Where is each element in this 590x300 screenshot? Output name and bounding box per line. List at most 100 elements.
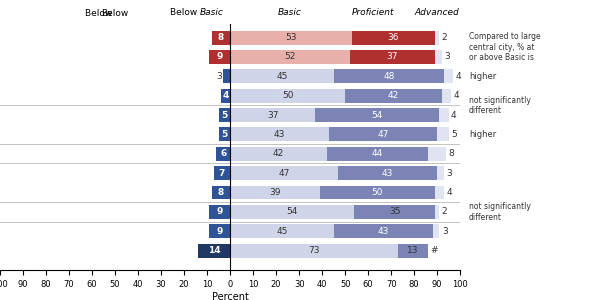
Text: not significantly
different: not significantly different bbox=[469, 202, 531, 222]
Bar bbox=[315, 108, 440, 122]
Bar bbox=[209, 205, 230, 219]
Bar bbox=[435, 185, 444, 200]
Text: 9: 9 bbox=[217, 52, 223, 62]
Bar bbox=[230, 185, 320, 200]
Bar bbox=[230, 31, 352, 44]
Bar bbox=[437, 166, 444, 180]
Bar bbox=[218, 128, 230, 141]
Bar bbox=[350, 50, 435, 64]
Bar bbox=[435, 31, 440, 44]
Text: 3: 3 bbox=[442, 227, 448, 236]
Bar bbox=[230, 224, 334, 238]
Text: 4: 4 bbox=[222, 91, 229, 100]
Text: 35: 35 bbox=[389, 207, 401, 216]
Bar bbox=[320, 185, 435, 200]
Bar bbox=[334, 69, 444, 83]
Bar bbox=[230, 69, 334, 83]
Text: 9: 9 bbox=[217, 227, 223, 236]
Bar bbox=[440, 108, 448, 122]
Text: 4: 4 bbox=[453, 91, 459, 100]
Text: 43: 43 bbox=[382, 169, 394, 178]
Text: 37: 37 bbox=[267, 110, 278, 119]
Text: 5: 5 bbox=[451, 130, 457, 139]
Bar bbox=[212, 31, 230, 44]
Text: 48: 48 bbox=[383, 72, 395, 81]
Text: 8: 8 bbox=[218, 33, 224, 42]
Bar bbox=[432, 224, 440, 238]
Text: higher: higher bbox=[469, 72, 496, 81]
Text: 52: 52 bbox=[284, 52, 296, 62]
Text: 42: 42 bbox=[388, 91, 399, 100]
Text: 13: 13 bbox=[407, 246, 419, 255]
Text: 47: 47 bbox=[278, 169, 290, 178]
Text: Proficient: Proficient bbox=[352, 8, 394, 17]
Bar bbox=[338, 166, 437, 180]
Text: 47: 47 bbox=[378, 130, 389, 139]
Text: 54: 54 bbox=[287, 207, 298, 216]
Bar bbox=[214, 166, 230, 180]
Text: #: # bbox=[430, 246, 438, 255]
Bar bbox=[230, 89, 345, 103]
Text: not significantly
different: not significantly different bbox=[469, 96, 531, 115]
Text: 14: 14 bbox=[208, 246, 220, 255]
Text: 6: 6 bbox=[220, 149, 227, 158]
Bar bbox=[230, 128, 329, 141]
Text: 7: 7 bbox=[219, 169, 225, 178]
Bar bbox=[209, 50, 230, 64]
Bar bbox=[435, 50, 442, 64]
Bar bbox=[334, 224, 432, 238]
Text: 3: 3 bbox=[444, 52, 450, 62]
Bar bbox=[221, 89, 230, 103]
Bar bbox=[218, 108, 230, 122]
Text: 73: 73 bbox=[309, 246, 320, 255]
Bar bbox=[355, 205, 435, 219]
Text: Below: Below bbox=[85, 9, 115, 18]
X-axis label: Percent: Percent bbox=[212, 292, 248, 300]
Text: 50: 50 bbox=[282, 91, 293, 100]
Text: 42: 42 bbox=[273, 149, 284, 158]
Bar bbox=[230, 108, 315, 122]
Bar bbox=[209, 224, 230, 238]
Bar bbox=[442, 89, 451, 103]
Bar bbox=[198, 244, 230, 258]
Bar bbox=[428, 147, 447, 161]
Bar bbox=[230, 147, 327, 161]
Text: 44: 44 bbox=[372, 149, 383, 158]
Text: Compared to large
central city, % at
or above Basic is: Compared to large central city, % at or … bbox=[469, 32, 540, 62]
Text: 43: 43 bbox=[378, 227, 389, 236]
Text: 4: 4 bbox=[451, 110, 457, 119]
Text: 2: 2 bbox=[442, 33, 447, 42]
Bar bbox=[352, 31, 435, 44]
Text: 4: 4 bbox=[455, 72, 461, 81]
Text: 4: 4 bbox=[447, 188, 452, 197]
Bar bbox=[223, 69, 230, 83]
Text: 5: 5 bbox=[221, 130, 228, 139]
Bar bbox=[230, 205, 355, 219]
Bar bbox=[345, 89, 442, 103]
Text: 2: 2 bbox=[442, 207, 447, 216]
Text: Basic: Basic bbox=[278, 8, 302, 17]
Text: 43: 43 bbox=[274, 130, 285, 139]
Bar bbox=[437, 128, 448, 141]
Text: 8: 8 bbox=[218, 188, 224, 197]
Text: Advanced: Advanced bbox=[415, 8, 460, 17]
Text: 3: 3 bbox=[447, 169, 452, 178]
Text: Basic: Basic bbox=[200, 8, 224, 17]
Bar bbox=[212, 185, 230, 200]
Text: 39: 39 bbox=[269, 188, 281, 197]
Text: 5: 5 bbox=[221, 110, 228, 119]
Bar bbox=[230, 166, 338, 180]
Text: Below: Below bbox=[170, 8, 200, 17]
Bar bbox=[230, 244, 398, 258]
Text: 45: 45 bbox=[276, 227, 287, 236]
Bar bbox=[444, 69, 453, 83]
Bar bbox=[327, 147, 428, 161]
Text: 3: 3 bbox=[217, 72, 222, 81]
Text: 45: 45 bbox=[276, 72, 287, 81]
Text: 9: 9 bbox=[217, 207, 223, 216]
Bar bbox=[230, 50, 350, 64]
Text: 54: 54 bbox=[372, 110, 383, 119]
Text: 37: 37 bbox=[386, 52, 398, 62]
Text: higher: higher bbox=[469, 130, 496, 139]
Text: 36: 36 bbox=[388, 33, 399, 42]
